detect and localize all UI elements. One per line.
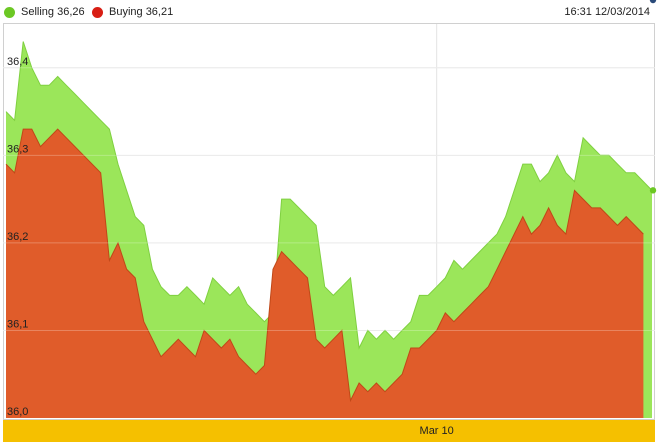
x-tick-label-0: Mar 10 <box>419 425 454 437</box>
legend-label-buying: Buying 36,21 <box>109 6 174 18</box>
y-tick-label-3: 36,3 <box>7 143 28 155</box>
chart-header: Selling 36,26 Buying 36,21 16:31 12/03/2… <box>0 0 658 24</box>
legend-item-selling[interactable]: Selling 36,26 <box>4 5 85 19</box>
buying-dot-icon <box>92 6 103 18</box>
series-area-buying <box>6 129 644 418</box>
timestamp: 16:31 12/03/2014 <box>564 6 650 18</box>
series-line-buying <box>5 128 644 403</box>
series-line-selling <box>5 41 653 350</box>
y-tick-label-4: 36,4 <box>7 56 28 68</box>
legend-item-buying[interactable]: Buying 36,21 <box>92 5 173 19</box>
y-tick-label-1: 36,1 <box>7 318 28 330</box>
x-axis-bar <box>3 420 655 442</box>
plot-frame <box>3 23 655 420</box>
selling-dot-icon <box>4 6 15 18</box>
y-tick-label-0: 36,0 <box>7 406 28 418</box>
end-point-selling <box>649 187 657 194</box>
end-point-buying <box>649 0 657 4</box>
legend-label-selling: Selling 36,26 <box>21 6 85 18</box>
y-tick-label-2: 36,2 <box>7 231 28 243</box>
